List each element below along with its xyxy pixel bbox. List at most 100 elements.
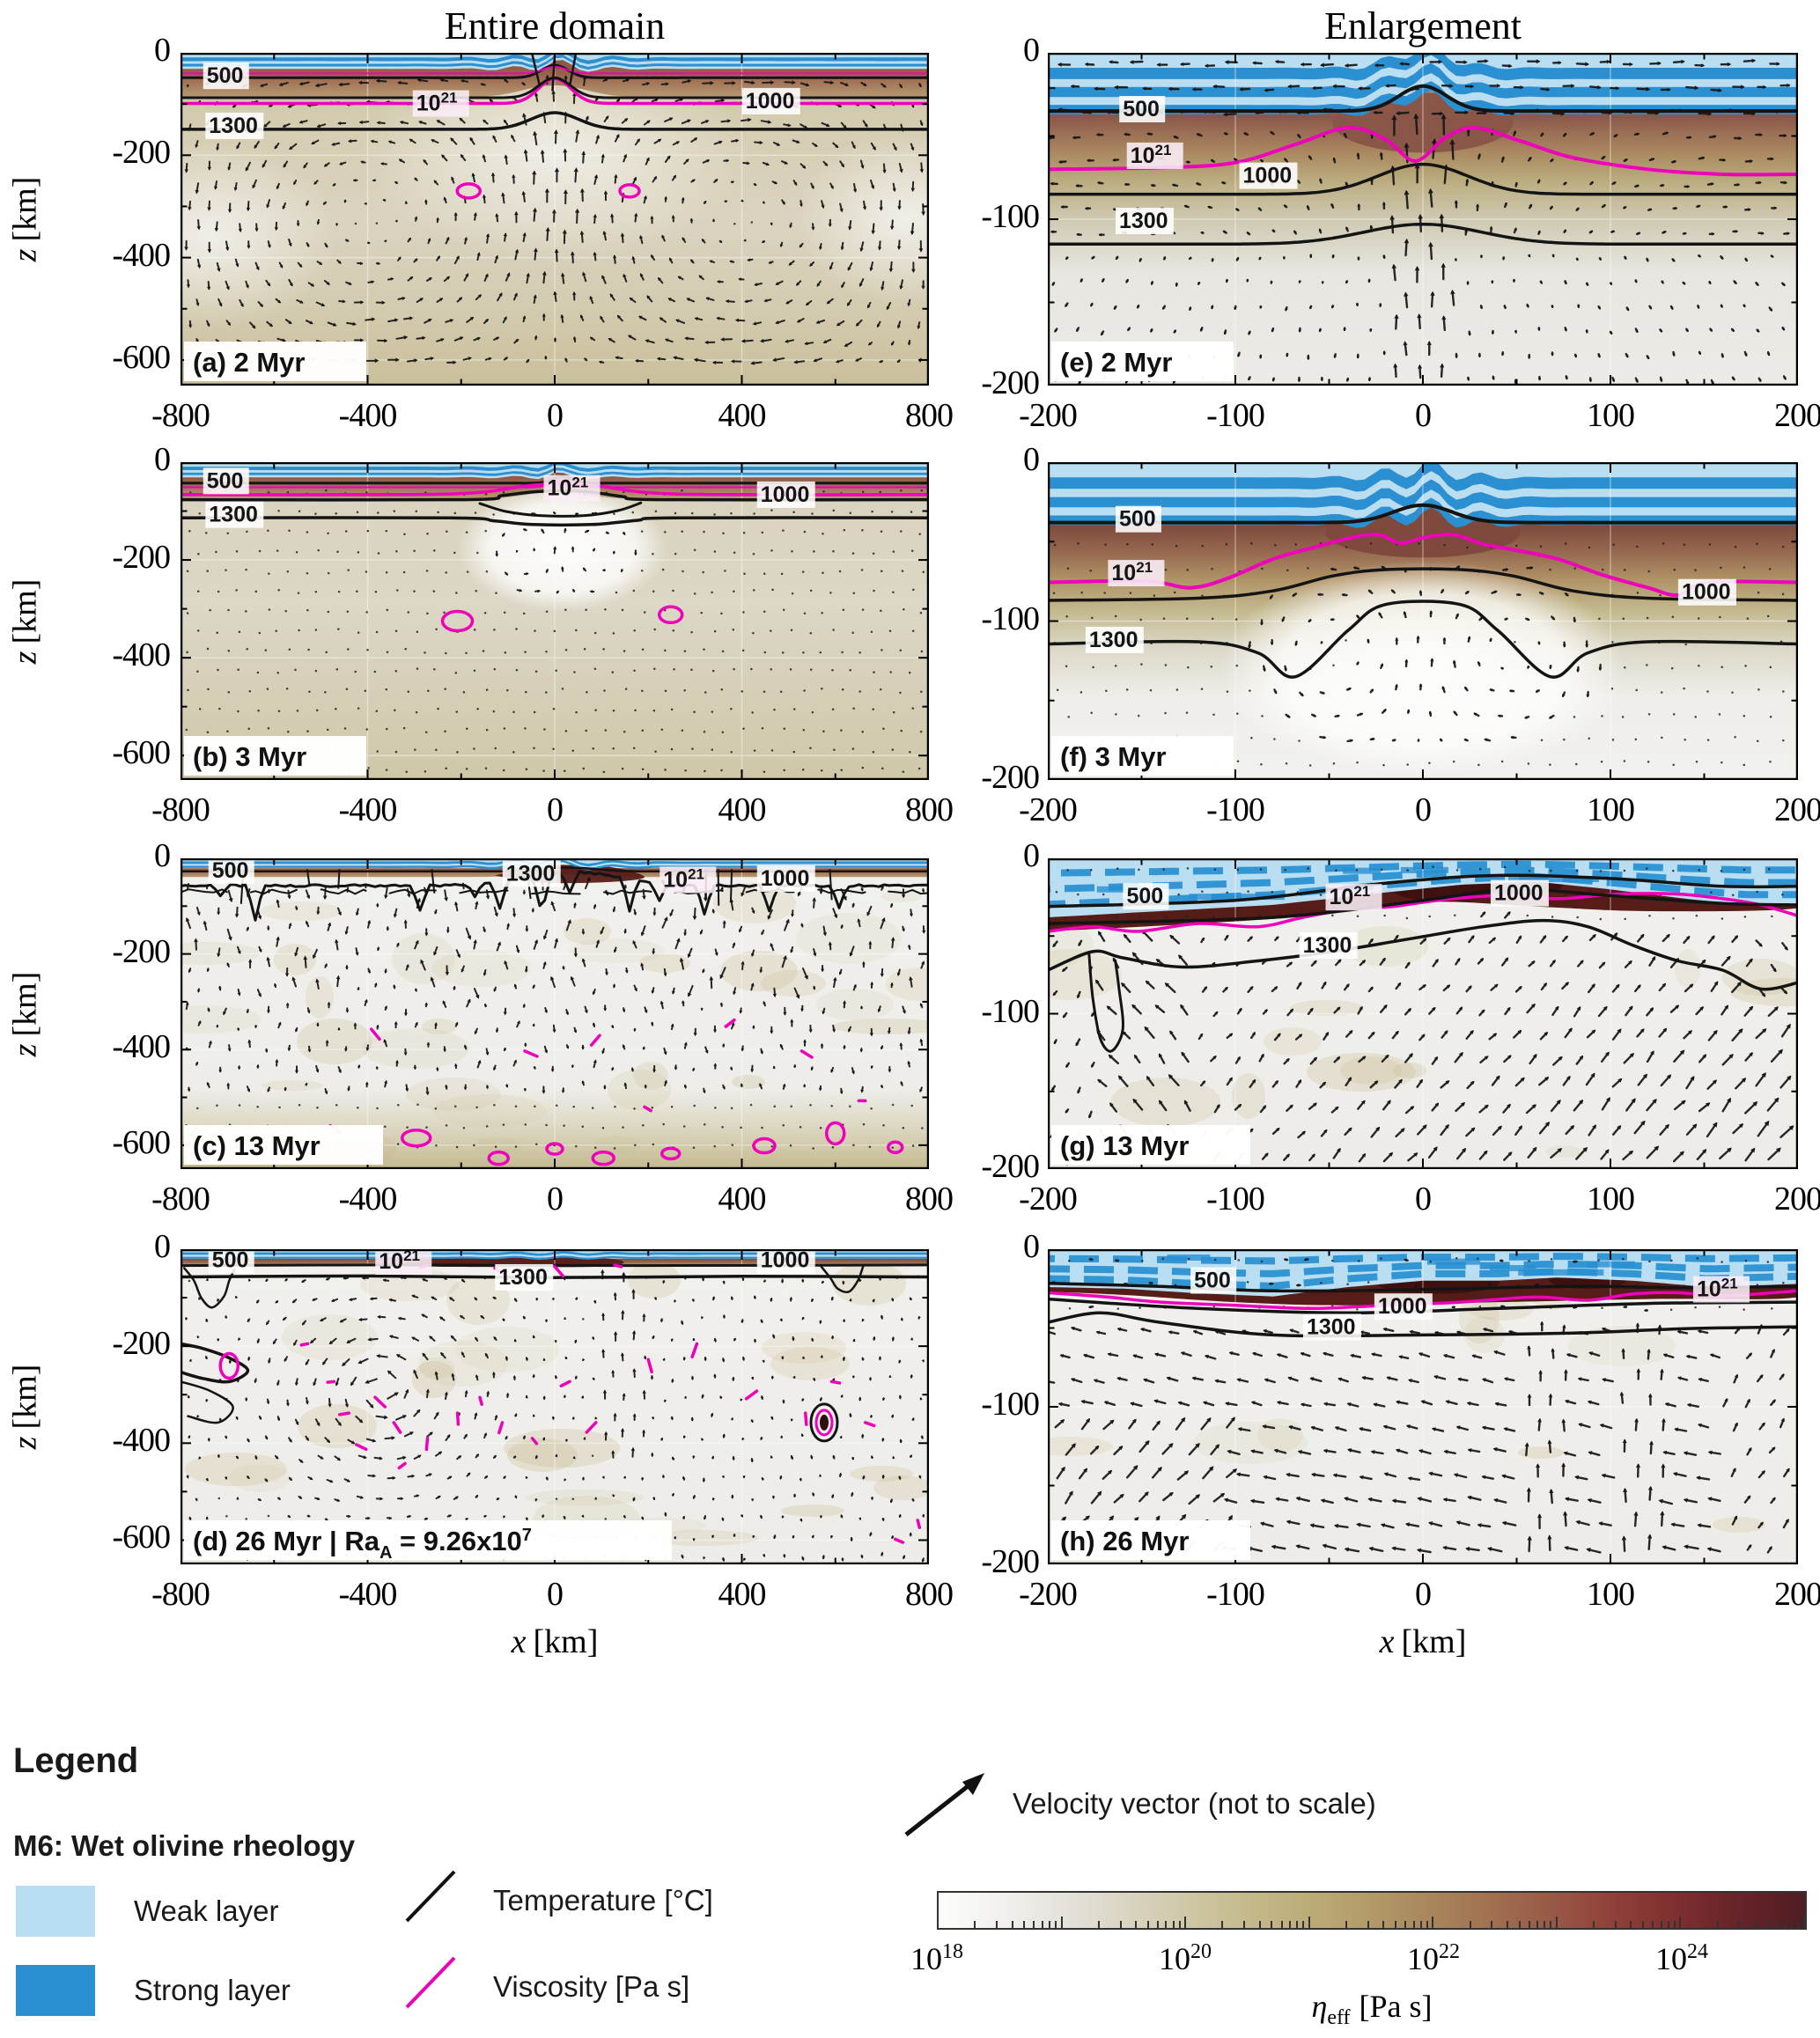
contour-label: 1300	[1119, 209, 1168, 233]
contour-label: 1000	[1378, 1294, 1427, 1319]
x-tick-label: 0	[547, 397, 564, 434]
colorbar-major-tick	[1060, 1917, 1063, 1928]
viscosity-label: Viscosity [Pa s]	[493, 1970, 690, 2003]
panel-plot-b: 500 1021 1300 1000 (b) 3 Myr	[179, 457, 931, 781]
x-tick-label: -800	[151, 1576, 210, 1613]
x-axis-var: x	[511, 1623, 527, 1660]
x-tick-label: 0	[1415, 791, 1432, 828]
z-tick-label: 0	[154, 441, 171, 478]
gridlines	[1048, 858, 1798, 1169]
contour-label: 1021	[663, 865, 704, 892]
quiver-field	[1042, 58, 1791, 386]
x-tick-label: 800	[905, 1576, 954, 1613]
x-tick-label: 200	[1774, 397, 1820, 434]
colorbar-minor-tick	[1041, 1921, 1043, 1928]
colorbar-minor-tick	[1673, 1921, 1676, 1928]
z-tick-label: -400	[112, 636, 171, 674]
colorbar-minor-tick	[1011, 1921, 1013, 1928]
x-tick-label: -200	[1019, 1576, 1078, 1613]
x-tick-label: 0	[547, 1576, 564, 1613]
contour-label: 1021	[1111, 559, 1153, 585]
z-axis-label: z [km]	[4, 1328, 46, 1486]
panel-g: 500 1021 1000 1300 (g) 13 Myr	[1018, 857, 1820, 1170]
colorbar-minor-tick	[1055, 1921, 1057, 1928]
viscosity-blobs	[440, 605, 684, 633]
panel-label-box	[1051, 1520, 1250, 1560]
z-tick-label: -400	[112, 1028, 171, 1066]
viscosity-contour-icon	[405, 1956, 456, 2009]
x-tick-label: 400	[718, 397, 767, 434]
z-tick-label: -100	[981, 992, 1040, 1030]
panel-label: (e) 2 Myr	[1060, 347, 1172, 378]
panel-label-box	[184, 1520, 672, 1560]
panel-e: 500 1021 1000 1300 (e) 2 Myr	[1042, 28, 1800, 386]
x-tick-label: 100	[1587, 791, 1635, 828]
colorbar-major-tick	[1308, 1917, 1310, 1928]
panel-label-box	[1051, 1125, 1250, 1165]
colorbar-minor-tick	[1404, 1921, 1407, 1928]
z-axis-var: z	[6, 1043, 44, 1056]
z-tick-label: 0	[1023, 32, 1040, 69]
x-tick-label: -100	[1206, 1576, 1265, 1613]
colorbar-minor-tick	[1382, 1921, 1385, 1928]
z-tick-label: -200	[112, 932, 171, 970]
colorbar-minor-tick	[1754, 1921, 1757, 1928]
z-axis-var: z	[6, 248, 44, 262]
colorbar-minor-tick	[1630, 1921, 1632, 1928]
x-tick-label: 400	[718, 1576, 767, 1613]
panel-label: (g) 13 Myr	[1060, 1130, 1189, 1161]
contour-labels: 500 1300 1021 1000	[208, 857, 815, 894]
contour-label: 500	[212, 858, 249, 883]
colorbar-minor-tick	[1716, 1921, 1719, 1928]
contour-lines	[1046, 84, 1800, 246]
colorbar-minor-tick	[1775, 1921, 1778, 1928]
z-tick-label: 0	[154, 837, 171, 874]
z-tick-label: -200	[112, 1325, 171, 1363]
panel-label-box	[184, 1125, 383, 1165]
contour-label: 500	[1119, 507, 1156, 532]
weak-layer-swatch	[16, 1886, 95, 1937]
contour-label: 1300	[1303, 933, 1352, 958]
colorbar-minor-tick	[1394, 1921, 1396, 1928]
colorbar-tick-1e20: 1020	[1159, 1940, 1212, 1976]
panel-label: (c) 13 Myr	[193, 1130, 321, 1161]
vortex-eye	[809, 1402, 839, 1443]
colorbar-minor-tick	[1518, 1921, 1521, 1928]
colorbar-minor-tick	[1660, 1921, 1662, 1928]
x-tick-label: 800	[905, 791, 954, 828]
z-tick-label: 0	[1023, 441, 1040, 478]
z-tick-label: -200	[112, 134, 171, 172]
panel-label-box	[184, 736, 366, 776]
x-tick-label: 200	[1774, 1576, 1820, 1613]
z-tick-label: -200	[981, 1543, 1040, 1580]
x-tick-label: -800	[151, 791, 210, 828]
panel-label: (f) 3 Myr	[1060, 741, 1167, 772]
z-tick-label: 0	[154, 32, 171, 69]
panel-label: (a) 2 Myr	[193, 347, 305, 378]
x-tick-label: 0	[1415, 397, 1432, 434]
contour-label: 1300	[209, 114, 258, 138]
contour-label: 1021	[1697, 1276, 1738, 1302]
panel-label: (b) 3 Myr	[193, 741, 306, 772]
colorbar-tick-1e18: 1018	[910, 1940, 963, 1976]
panel-plot-g: 500 1021 1000 1300 (g) 13 Myr	[1018, 857, 1820, 1170]
x-tick-label: -800	[151, 1181, 210, 1218]
colorbar-major-tick	[1679, 1917, 1682, 1928]
colorbar-major-tick	[1555, 1917, 1558, 1928]
panel-label-box	[184, 342, 366, 381]
z-tick-label: -100	[981, 600, 1040, 637]
x-tick-label: 400	[718, 1181, 767, 1218]
z-tick-label: 0	[154, 1228, 171, 1265]
contour-label: 1000	[746, 89, 795, 114]
x-tick-label: -100	[1206, 791, 1265, 828]
panel-label: (h) 26 Myr	[1060, 1526, 1189, 1556]
x-tick-label: 800	[905, 397, 954, 434]
x-tick-label: 200	[1774, 1181, 1820, 1218]
x-tick-label: -100	[1206, 1181, 1265, 1218]
z-tick-label: -100	[981, 1386, 1040, 1423]
colorbar-minor-tick	[1784, 1921, 1787, 1928]
z-axis-label: z [km]	[4, 935, 46, 1093]
x-tick-label: -400	[338, 1181, 398, 1218]
panel-plot-a: 500 1021 1300 1000 (a) 2 Myr	[83, 44, 1019, 386]
